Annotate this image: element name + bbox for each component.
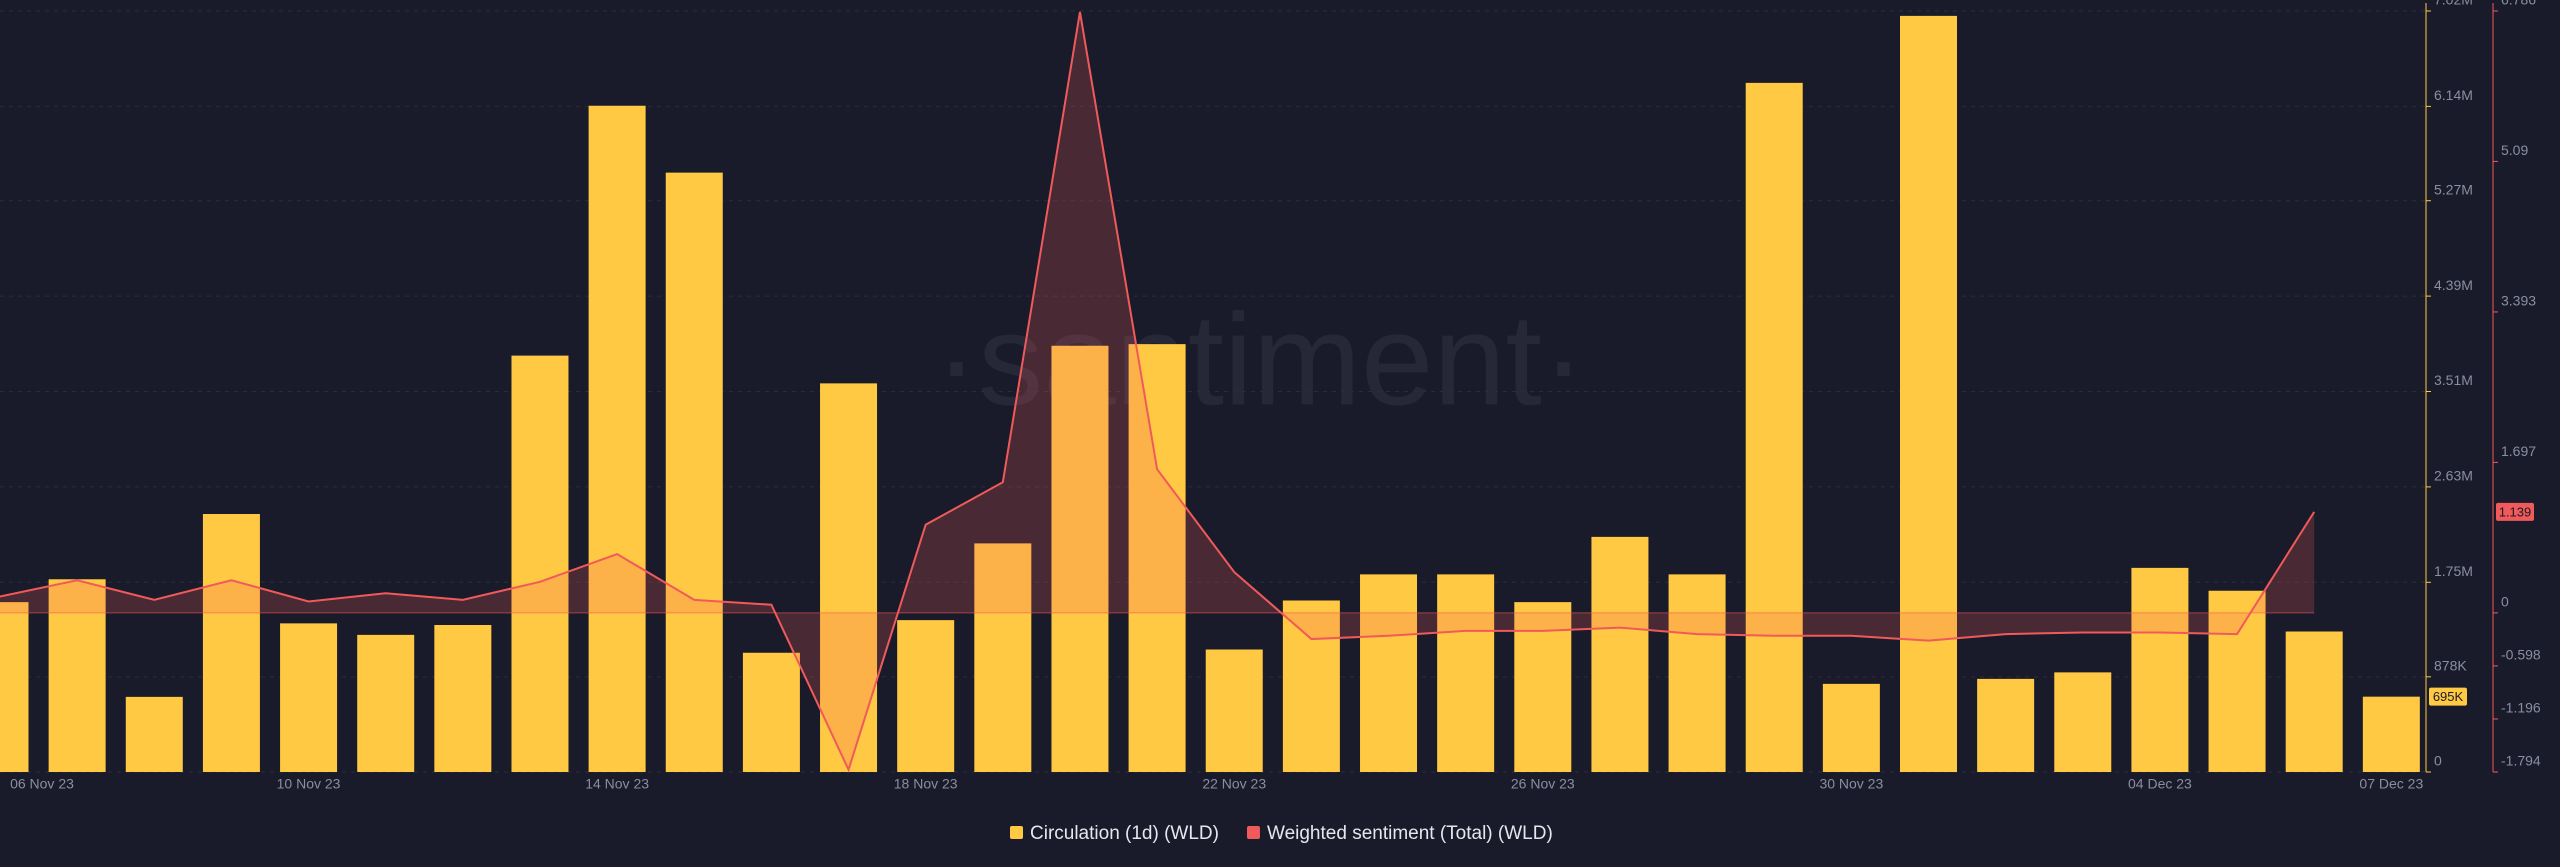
bar <box>1745 82 1803 773</box>
bar <box>2208 590 2266 772</box>
y2-tick-label: -0.598 <box>2501 647 2541 663</box>
bar <box>511 355 569 772</box>
value-badge <box>2429 687 2467 706</box>
y-tick-label: 5.27M <box>2434 181 2473 197</box>
bar <box>2054 672 2112 772</box>
bar <box>202 513 260 772</box>
y-tick-label: 1.75M <box>2434 563 2473 579</box>
legend-label: Circulation (1d) (WLD) <box>1030 823 1219 844</box>
line <box>0 11 2316 773</box>
bar <box>1977 678 2035 772</box>
bar <box>0 602 29 772</box>
legend: Circulation (1d) (WLD) Weighted sentiment… <box>1010 823 1553 844</box>
x-tick-label: 10 Nov 23 <box>277 776 341 792</box>
bar <box>1900 15 1957 772</box>
y-tick-label: 878K <box>2434 658 2467 674</box>
bar <box>357 634 415 772</box>
bar <box>897 620 955 772</box>
legend-swatch <box>1246 826 1260 839</box>
bar <box>742 652 800 772</box>
legend-swatch <box>1010 826 1023 839</box>
watermark: ·santiment· <box>935 286 1585 432</box>
bar <box>48 579 106 772</box>
x-tick-label: 07 Dec 23 <box>2359 776 2423 792</box>
bar <box>1822 683 1880 772</box>
legend-label: Weighted sentiment (Total) (WLD) <box>1267 823 1553 844</box>
y2-tick-label: -1.794 <box>2501 753 2541 769</box>
value-label: 695K <box>2433 689 2464 704</box>
y-tick-label: 3.51M <box>2434 372 2473 388</box>
bar <box>665 172 723 772</box>
value-label: 1.139 <box>2499 504 2532 519</box>
bar <box>1437 574 1495 772</box>
bar <box>1668 574 1726 772</box>
y2-tick-label: 1.697 <box>2501 443 2536 459</box>
x-tick-label: 06 Nov 23 <box>10 776 74 792</box>
bar <box>125 696 183 772</box>
bar <box>588 105 646 772</box>
bar <box>280 623 338 772</box>
y2-tick-label: 5.09 <box>2501 142 2528 158</box>
bar <box>1205 649 1263 772</box>
y-tick-label: 0 <box>2434 753 2442 769</box>
area <box>0 11 2315 770</box>
bar <box>2131 567 2189 772</box>
bar <box>1282 600 1340 772</box>
bar <box>2285 631 2343 772</box>
y2-tick-label: -1.196 <box>2501 700 2541 716</box>
x-tick-label: 22 Nov 23 <box>1202 776 1266 792</box>
x-tick-label: 30 Nov 23 <box>1819 776 1883 792</box>
y2-tick-label: 3.393 <box>2501 293 2536 309</box>
x-tick-label: 14 Nov 23 <box>585 776 649 792</box>
y2-tick-label: 0 <box>2501 594 2509 610</box>
y-tick-label: 7.02M <box>2434 0 2473 8</box>
x-tick-label: 26 Nov 23 <box>1511 776 1575 792</box>
bar <box>1051 345 1109 772</box>
x-tick-label: 04 Dec 23 <box>2128 776 2192 792</box>
bar <box>2362 696 2420 772</box>
value-badge <box>2496 502 2534 521</box>
y-tick-label: 6.14M <box>2434 87 2473 103</box>
bar <box>974 543 1032 772</box>
bar <box>1360 574 1418 772</box>
y-tick-label: 4.39M <box>2434 277 2473 293</box>
x-tick-label: 18 Nov 23 <box>894 776 958 792</box>
bar <box>434 625 492 772</box>
y-tick-label: 2.63M <box>2434 468 2473 484</box>
bar <box>1591 536 1649 772</box>
y2-tick-label: 6.786 <box>2501 0 2536 8</box>
bar <box>1128 344 1186 772</box>
